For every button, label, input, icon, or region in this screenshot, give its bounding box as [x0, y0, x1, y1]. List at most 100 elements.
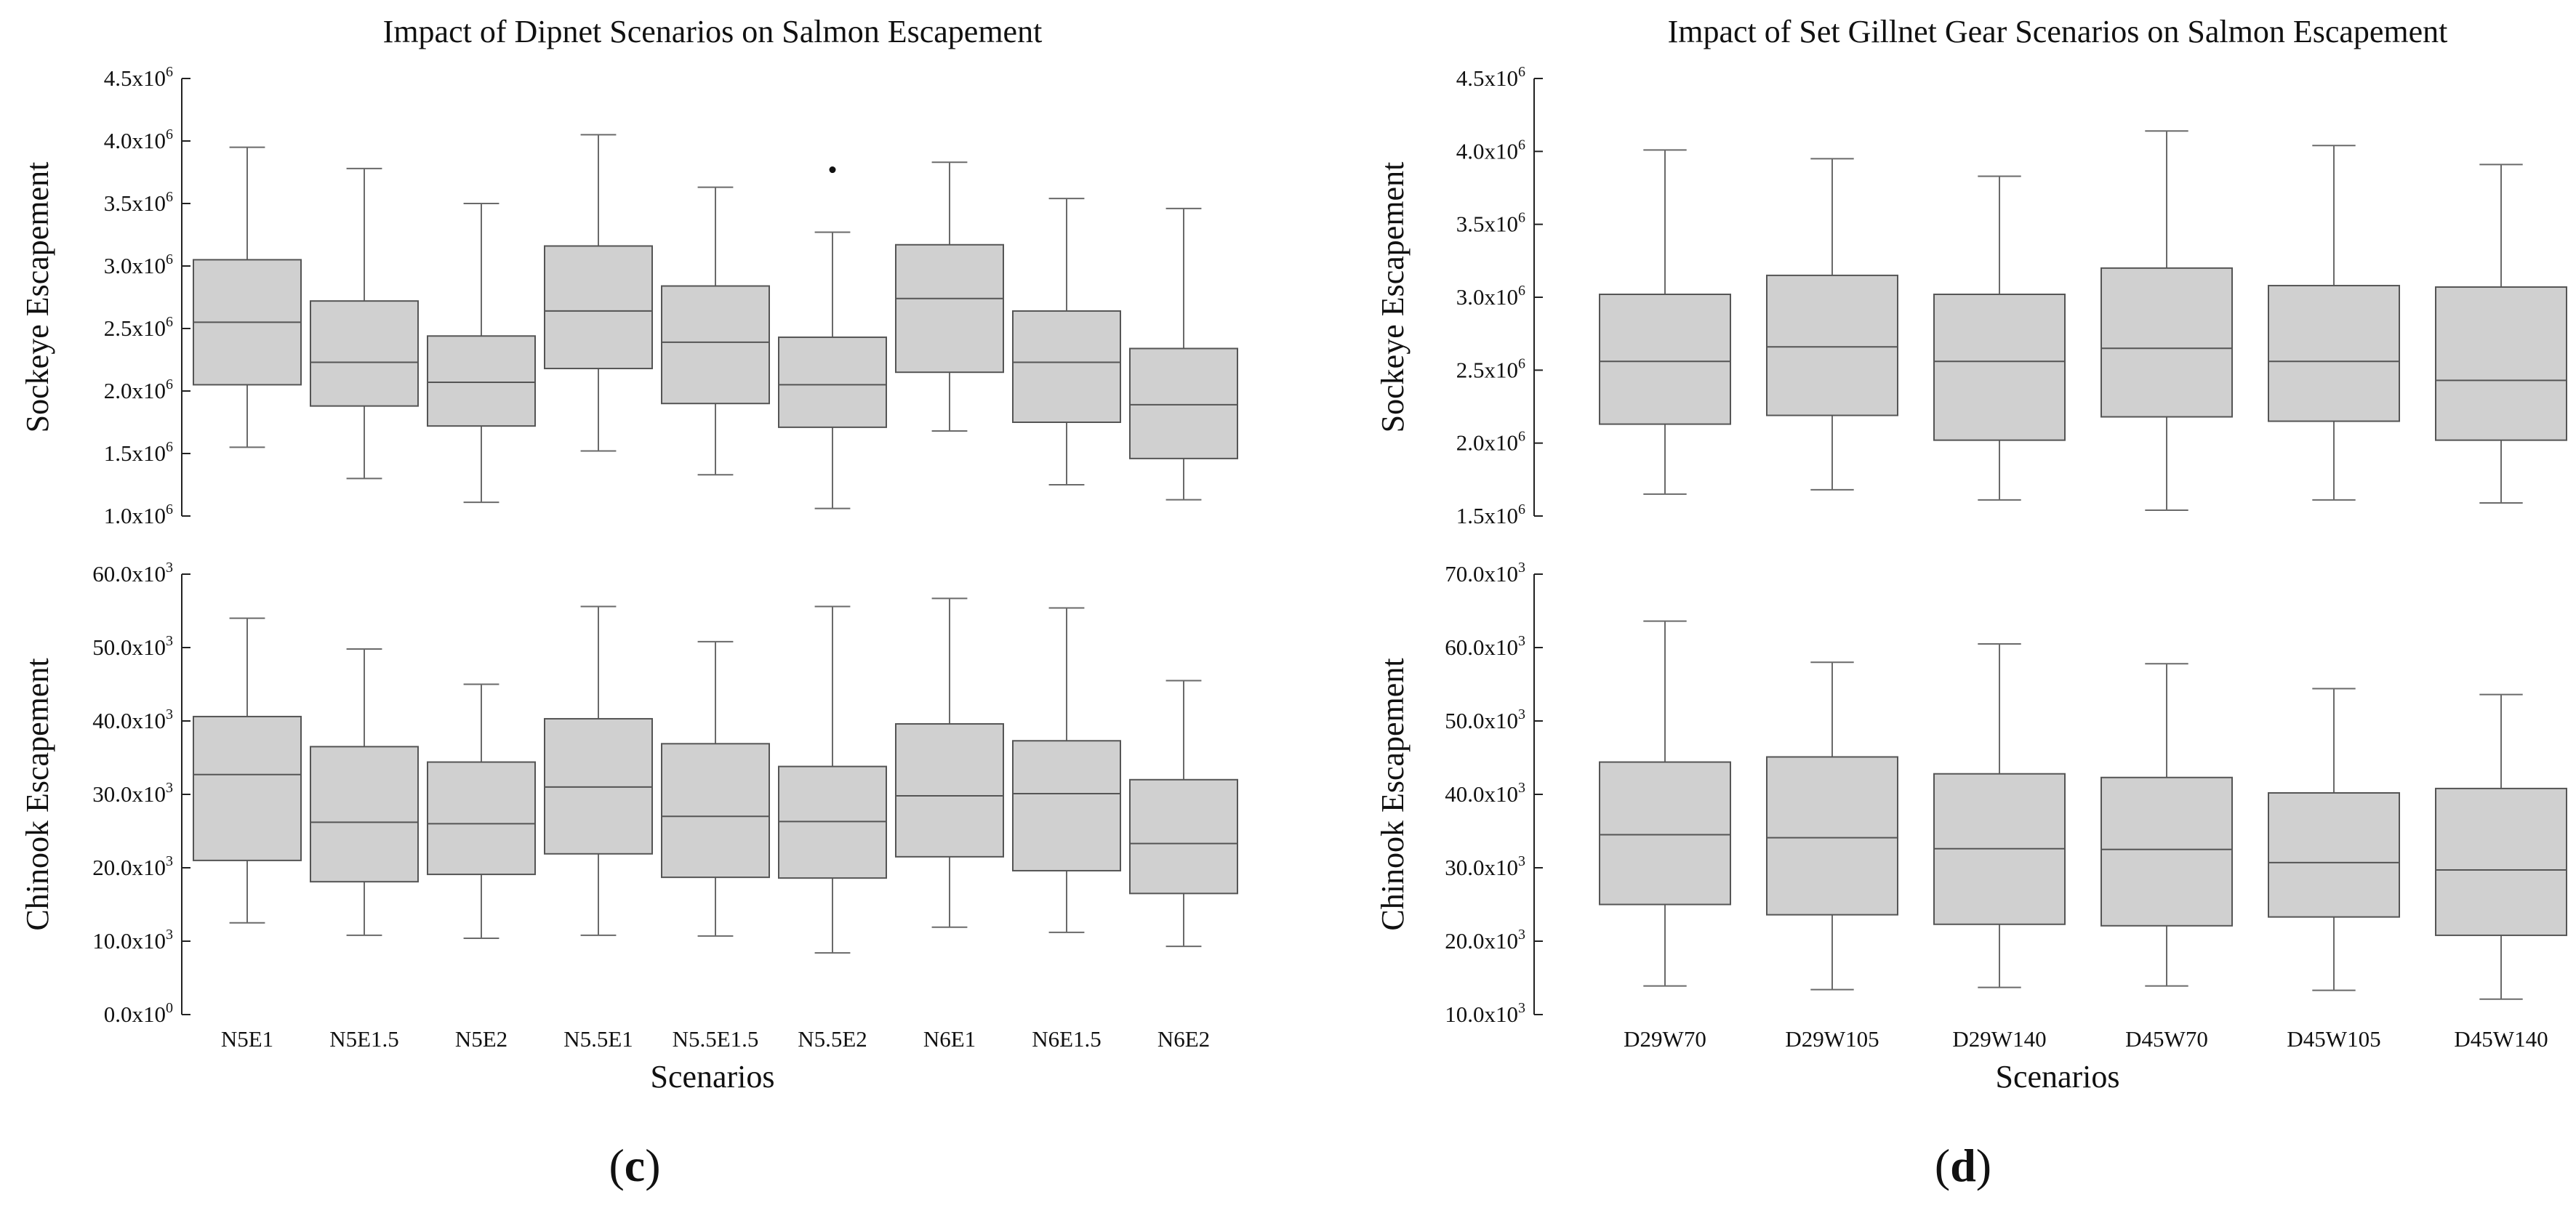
- box-D29W140: [1933, 642, 2066, 988]
- iqr-box: [1012, 740, 1121, 872]
- y-tick-label: 4.5x106: [104, 64, 173, 91]
- box-N5.5E1.5: [661, 640, 770, 937]
- iqr-box: [2268, 284, 2400, 422]
- iqr-box: [1599, 293, 1731, 425]
- y-tick-label: 60.0x103: [1445, 633, 1525, 660]
- y-tick-label: 60.0x103: [92, 560, 173, 587]
- iqr-box: [2435, 286, 2567, 441]
- panel-label: (c): [609, 1140, 660, 1191]
- x-category-label: D29W140: [1952, 1026, 2046, 1052]
- iqr-box: [427, 761, 536, 876]
- x-category-label: N5E1: [221, 1026, 273, 1052]
- x-axis-label: Scenarios: [1995, 1059, 2119, 1095]
- box-N6E2: [1129, 207, 1238, 501]
- x-category-label: N5.5E1.5: [673, 1026, 759, 1052]
- box-N5E1.5: [310, 167, 419, 480]
- x-axis-label: Scenarios: [650, 1059, 774, 1095]
- box-N5.5E1.5: [661, 186, 770, 476]
- y-tick-label: 10.0x103: [1445, 1000, 1525, 1027]
- box-N5E1: [193, 146, 302, 448]
- y-tick-label: 1.5x106: [1456, 501, 1525, 528]
- box-D29W140: [1933, 175, 2066, 501]
- x-category-label: D45W70: [2125, 1026, 2208, 1052]
- box-D45W140: [2435, 693, 2567, 1000]
- outlier-point: [829, 166, 836, 174]
- y-axis-label: Sockeye Escapement: [1375, 162, 1411, 433]
- box-D45W105: [2268, 145, 2400, 501]
- iqr-box: [193, 715, 302, 861]
- x-category-label: N5E2: [455, 1026, 507, 1052]
- iqr-box: [778, 336, 887, 428]
- y-tick-label: 3.0x106: [104, 251, 173, 278]
- x-category-label: D29W70: [1624, 1026, 1706, 1052]
- y-tick-label: 20.0x103: [1445, 927, 1525, 954]
- x-category-label: D29W105: [1785, 1026, 1879, 1052]
- iqr-box: [544, 245, 653, 370]
- box-N5E2: [427, 683, 536, 939]
- subplot-chinook: 10.0x103 20.0x103 30.0x103 40.0x103 50.0x103…: [1375, 560, 2567, 1027]
- x-category-label: N5.5E1: [563, 1026, 633, 1052]
- chart-title: Impact of Set Gillnet Gear Scenarios on …: [1668, 14, 2448, 49]
- y-tick-label: 10.0x103: [92, 927, 173, 954]
- box-N5E2: [427, 203, 536, 504]
- x-category-label: D45W105: [2287, 1026, 2380, 1052]
- subplot-sockeye: 1.0x106 1.5x106 2.0x106 2.5x106 3.0x106 3.5x1…: [20, 64, 1238, 528]
- box-N6E1.5: [1012, 607, 1121, 933]
- chart-panel-c: Impact of Dipnet Scenarios on Salmon Esc…: [20, 14, 1238, 1191]
- box-N6E2: [1129, 680, 1238, 948]
- y-tick-label: 50.0x103: [1445, 706, 1525, 733]
- y-tick-label: 4.5x106: [1456, 64, 1525, 91]
- iqr-box: [1599, 761, 1731, 906]
- y-tick-label: 1.0x106: [104, 501, 173, 528]
- iqr-box: [1933, 293, 2066, 441]
- iqr-box: [778, 765, 887, 879]
- iqr-box: [1012, 310, 1121, 424]
- x-category-label: N5E1.5: [329, 1026, 399, 1052]
- iqr-box: [2268, 791, 2400, 918]
- iqr-box: [2100, 776, 2233, 927]
- y-tick-label: 40.0x103: [92, 706, 173, 733]
- iqr-box: [1766, 756, 1898, 916]
- box-D45W140: [2435, 164, 2567, 504]
- y-tick-label: 30.0x103: [1445, 853, 1525, 880]
- box-D45W70: [2100, 130, 2233, 511]
- iqr-box: [2100, 267, 2233, 418]
- y-tick-label: 3.5x106: [104, 189, 173, 216]
- x-category-label: N6E1.5: [1032, 1026, 1102, 1052]
- y-tick-label: 2.5x106: [104, 314, 173, 341]
- x-category-label: N6E1: [923, 1026, 976, 1052]
- box-D45W70: [2100, 663, 2233, 987]
- iqr-box: [427, 335, 536, 427]
- y-tick-label: 1.5x106: [104, 439, 173, 466]
- iqr-box: [1129, 778, 1238, 895]
- y-tick-label: 20.0x103: [92, 853, 173, 880]
- y-axis-label: Chinook Escapement: [1375, 658, 1411, 930]
- subplot-chinook: 0.0x100 10.0x103 20.0x103 30.0x103 40.0x103 5…: [20, 560, 1238, 1027]
- box-N6E1: [895, 161, 1004, 432]
- y-tick-label: 4.0x106: [1456, 137, 1525, 164]
- box-N5.5E2: [778, 166, 887, 509]
- y-axis-label: Sockeye Escapement: [20, 162, 55, 433]
- box-D29W70: [1599, 620, 1731, 987]
- y-tick-label: 2.0x106: [1456, 429, 1525, 456]
- y-tick-label: 4.0x106: [104, 126, 173, 153]
- x-category-label: N5.5E2: [798, 1026, 867, 1052]
- y-tick-label: 0.0x100: [104, 1000, 173, 1027]
- iqr-box: [310, 746, 419, 883]
- box-N6E1: [895, 597, 1004, 928]
- y-tick-label: 3.0x106: [1456, 283, 1525, 310]
- panel-label: (d): [1935, 1140, 1991, 1191]
- x-category-label: N6E2: [1157, 1026, 1210, 1052]
- subplot-sockeye: 1.5x106 2.0x106 2.5x106 3.0x106 3.5x106 4.0x1…: [1375, 64, 2567, 528]
- box-D29W105: [1766, 158, 1898, 491]
- chart-title: Impact of Dipnet Scenarios on Salmon Esc…: [383, 14, 1043, 49]
- y-tick-label: 2.0x106: [104, 376, 173, 403]
- y-tick-label: 40.0x103: [1445, 780, 1525, 807]
- box-N5.5E2: [778, 605, 887, 954]
- iqr-box: [661, 285, 770, 405]
- iqr-box: [895, 723, 1004, 858]
- box-N5.5E1: [544, 134, 653, 452]
- box-N6E1.5: [1012, 198, 1121, 485]
- iqr-box: [1129, 347, 1238, 459]
